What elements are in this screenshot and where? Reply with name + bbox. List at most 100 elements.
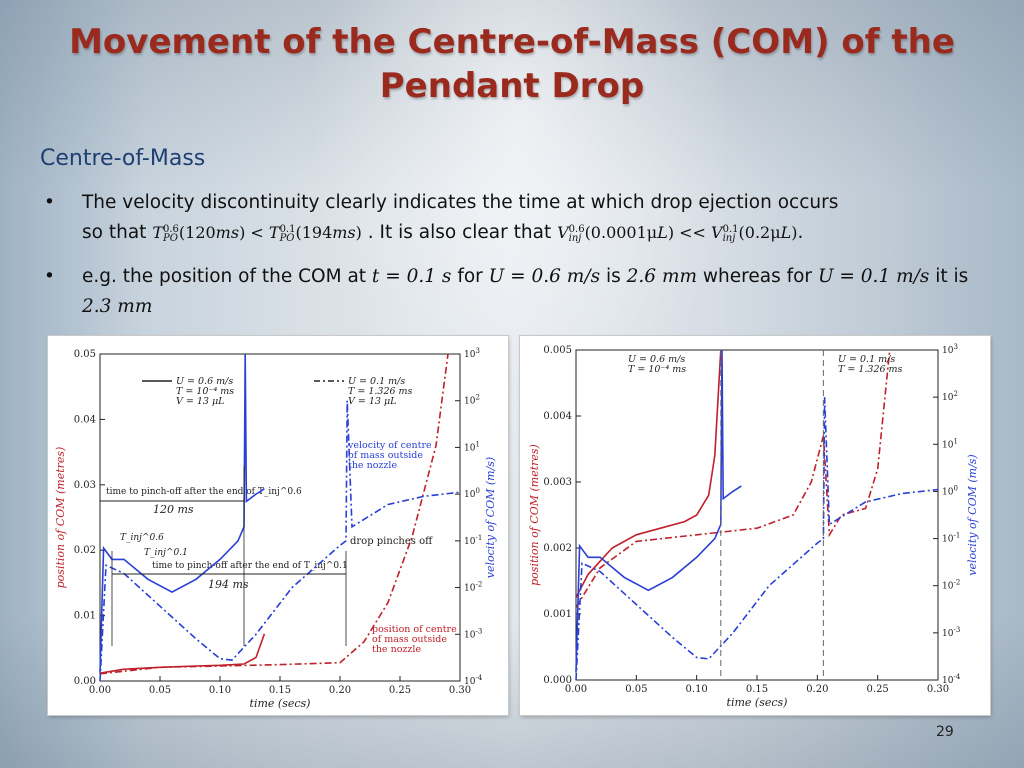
y-right-tick-label: 10-4 bbox=[942, 673, 961, 686]
y-right-tick-label: 10-1 bbox=[464, 534, 482, 547]
right-chart-panel: 0.00 0.05 0.10 0.15 0.20 0.25 0.30 time (secs) 0… bbox=[520, 336, 990, 715]
bullet-2-velocity-a: U = 0.6 m/s bbox=[488, 266, 601, 287]
bullet-marker: • bbox=[44, 266, 55, 287]
bullet-1-mid: . It is also clear that bbox=[367, 222, 552, 243]
injected-volume-inequality: V 0.6 inj (0.0001μL) << V 0.1 inj (0.2μL) bbox=[557, 223, 798, 244]
y-left-axis-label: position of COM (metres) bbox=[528, 444, 541, 586]
x-tick-label: 0.00 bbox=[565, 684, 587, 695]
legend-entry: T = 10⁻⁴ ms bbox=[628, 364, 686, 375]
y-left-tick-label: 0.02 bbox=[74, 545, 96, 556]
y-right-tick-label: 101 bbox=[464, 440, 480, 453]
bullet-2-text-c: is bbox=[605, 266, 621, 287]
x-axis-label: time (secs) bbox=[250, 697, 311, 710]
y-left-tick-label: 0.001 bbox=[543, 609, 572, 620]
bullet-marker: • bbox=[44, 192, 55, 213]
pinch-off-time-inequality: T 0.6 PO (120ms) < T 0.1 PO (194ms) bbox=[152, 223, 362, 244]
legend-entry: T = 1.326 ms bbox=[348, 386, 413, 397]
bullet-1-so-that: so that bbox=[82, 222, 147, 243]
right-chart: 0.00 0.05 0.10 0.15 0.20 0.25 0.30 time (secs) 0… bbox=[528, 343, 979, 709]
y-right-tick-label: 100 bbox=[464, 487, 480, 500]
x-tick-label: 0.00 bbox=[89, 685, 111, 696]
annotation: 120 ms bbox=[153, 503, 194, 516]
x-tick-label: 0.15 bbox=[269, 685, 291, 696]
series-line-velocity bbox=[99, 400, 461, 682]
legend-entry: T = 10⁻⁴ ms bbox=[176, 386, 234, 397]
y-right-tick-label: 10-2 bbox=[464, 581, 482, 594]
plot-frame bbox=[575, 349, 939, 681]
bullet-1-text: The velocity discontinuity clearly indic… bbox=[82, 188, 982, 248]
y-left-tick-label: 0.01 bbox=[74, 611, 96, 622]
legend-entry: U = 0.1 m/s bbox=[348, 376, 405, 387]
annotation: 194 ms bbox=[208, 578, 249, 591]
position-annotation: position of centre of mass outside the noz… bbox=[372, 624, 457, 655]
y-right-tick-label: 10-1 bbox=[942, 532, 960, 545]
bullet-2-text: e.g. the position of the COM at t = 0.1 … bbox=[82, 262, 982, 322]
annotation: T_inj^0.6 bbox=[120, 533, 164, 543]
legend-entry: U = 0.6 m/s bbox=[176, 376, 233, 387]
y-right-tick-label: 102 bbox=[942, 390, 958, 403]
annotation: time to pinch-off after the end of T_inj… bbox=[106, 487, 302, 497]
x-tick-label: 0.30 bbox=[449, 685, 471, 696]
y-left-tick-label: 0.005 bbox=[543, 345, 572, 356]
y-left-tick-label: 0.04 bbox=[74, 414, 96, 425]
y-left-tick-label: 0.003 bbox=[543, 477, 572, 488]
bullet-2-text-b: for bbox=[457, 266, 483, 287]
slide-title: Movement of the Centre-of-Mass (COM) of … bbox=[69, 22, 955, 106]
x-tick-label: 0.20 bbox=[329, 685, 351, 696]
annotation: drop pinches off bbox=[350, 536, 433, 547]
y-left-tick-label: 0.004 bbox=[543, 411, 572, 422]
series-line-position bbox=[99, 633, 266, 674]
bullet-1-end: . bbox=[797, 222, 804, 243]
y-left-tick-label: 0.00 bbox=[74, 676, 96, 687]
legend-entry: U = 0.6 m/s bbox=[628, 354, 685, 365]
y-right-tick-label: 10-3 bbox=[942, 626, 960, 639]
legend-entry: T = 1.326 ms bbox=[838, 364, 903, 375]
y-left-axis-label: position of COM (metres) bbox=[54, 447, 67, 589]
bullet-2-text-e: it is bbox=[935, 266, 969, 287]
legend-entry: V = 13 μL bbox=[176, 396, 224, 407]
x-axis-label: time (secs) bbox=[727, 696, 788, 709]
annotation: time to pinch-off after the end of T_inj… bbox=[152, 561, 348, 571]
y-right-tick-label: 10-4 bbox=[464, 674, 483, 687]
series-line-velocity bbox=[99, 353, 265, 673]
subheading: Centre-of-Mass bbox=[40, 146, 206, 171]
y-right-axis-label: velocity of COM (m/s) bbox=[966, 454, 979, 575]
series-line-position bbox=[575, 349, 891, 608]
x-tick-label: 0.10 bbox=[209, 685, 231, 696]
left-chart-panel: time to pinch-off after the end of T_inj… bbox=[48, 336, 508, 715]
bullet-1-line2: so that T 0.6 PO (120ms) < T 0.1 PO (194ms) . … bbox=[82, 218, 982, 248]
bullet-2-text-d: whereas for bbox=[702, 266, 813, 287]
bullet-2-position-b: 2.3 mm bbox=[82, 296, 153, 317]
bullet-2-velocity-b: U = 0.1 m/s bbox=[817, 266, 930, 287]
x-tick-label: 0.15 bbox=[746, 684, 768, 695]
y-right-tick-label: 102 bbox=[464, 394, 480, 407]
page-number: 29 bbox=[936, 724, 954, 740]
x-tick-label: 0.05 bbox=[149, 685, 171, 696]
x-tick-label: 0.30 bbox=[927, 684, 949, 695]
legend-entry: U = 0.1 m/s bbox=[838, 354, 895, 365]
x-tick-label: 0.20 bbox=[806, 684, 828, 695]
bullet-2-position-a: 2.6 mm bbox=[626, 266, 698, 287]
x-tick-label: 0.10 bbox=[686, 684, 708, 695]
y-left-tick-label: 0.05 bbox=[74, 349, 96, 360]
y-left-tick-label: 0.002 bbox=[543, 543, 572, 554]
series-line-velocity bbox=[575, 397, 939, 681]
y-right-tick-label: 10-2 bbox=[942, 579, 960, 592]
y-right-tick-label: 103 bbox=[942, 343, 958, 356]
y-right-axis-label: velocity of COM (m/s) bbox=[484, 457, 497, 578]
series-line-position bbox=[99, 353, 449, 675]
bullet-1-line1: The velocity discontinuity clearly indic… bbox=[82, 192, 839, 213]
bullet-2-time: t = 0.1 s bbox=[371, 266, 452, 287]
y-left-tick-label: 0.03 bbox=[74, 480, 96, 491]
x-tick-label: 0.25 bbox=[389, 685, 411, 696]
annotation: T_inj^0.1 bbox=[144, 548, 188, 558]
y-right-tick-label: 10-3 bbox=[464, 627, 482, 640]
series-line-velocity bbox=[575, 349, 742, 672]
series-line-position bbox=[575, 349, 722, 598]
y-right-tick-label: 101 bbox=[942, 437, 958, 450]
x-tick-label: 0.05 bbox=[625, 684, 647, 695]
bullet-2-text-a: e.g. the position of the COM at bbox=[82, 266, 367, 287]
x-tick-label: 0.25 bbox=[867, 684, 889, 695]
left-chart: time to pinch-off after the end of T_inj… bbox=[54, 347, 497, 710]
y-right-tick-label: 100 bbox=[942, 484, 958, 497]
